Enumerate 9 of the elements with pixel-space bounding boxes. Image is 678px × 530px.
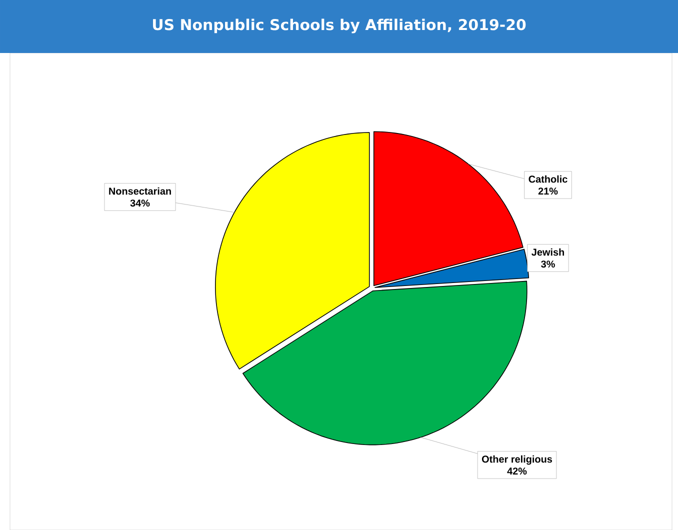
data-label: 42%	[507, 467, 527, 475]
slice-label: Jewish	[532, 248, 564, 256]
data-label: 34%	[130, 199, 150, 207]
slice-label: Catholic	[528, 175, 568, 183]
slice-label: Nonsectarian	[109, 187, 171, 195]
slice-label: Other religious	[482, 455, 552, 465]
chart-title: US Nonpublic Schools by Affiliation, 2019-20	[153, 18, 526, 34]
data-label: 21%	[538, 187, 558, 195]
data-label: 3%	[541, 260, 555, 268]
